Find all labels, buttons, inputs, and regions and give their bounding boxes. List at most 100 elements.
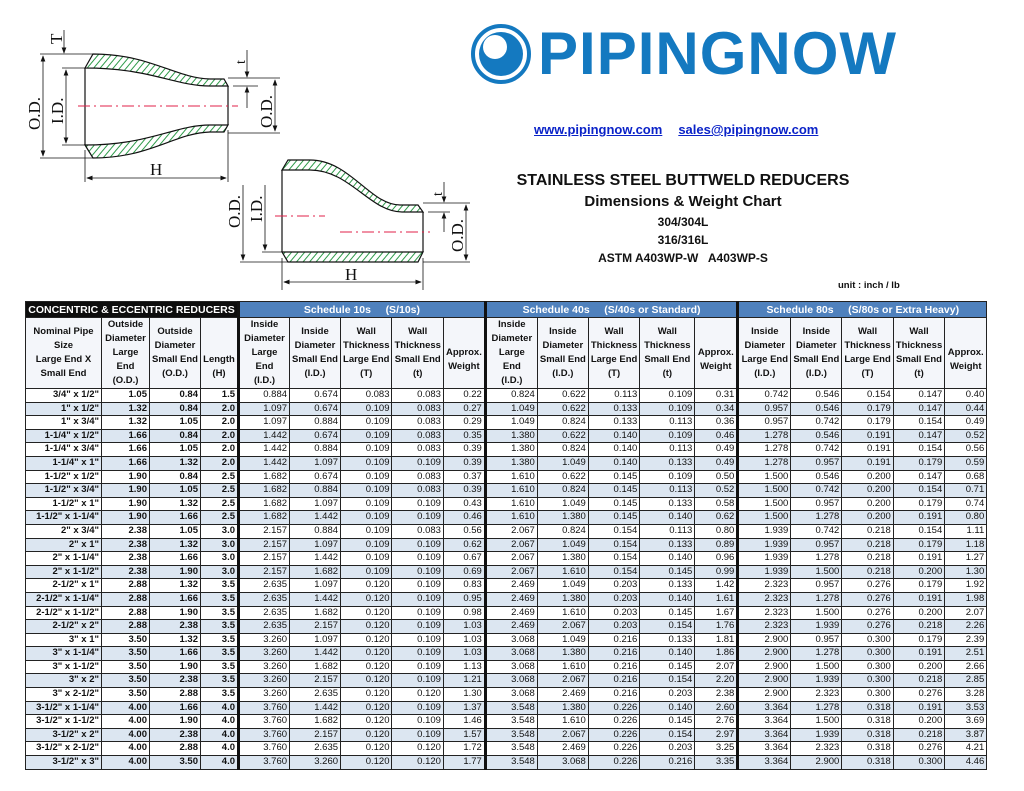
value-cell: 2.469 <box>536 741 589 757</box>
value-cell: 0.68 <box>944 469 988 485</box>
value-cell: 2.067 <box>536 619 589 634</box>
value-cell: 0.40 <box>944 388 988 403</box>
size-cell: 2-1/2" x 1" <box>25 578 102 593</box>
website-link[interactable]: www.pipingnow.com <box>534 122 663 137</box>
value-cell: 0.226 <box>587 714 641 729</box>
value-cell: 0.120 <box>340 591 393 607</box>
table-row: 3" x 2-1/2" 3.50 2.88 3.5 3.260 2.635 0.120 0.1… <box>25 687 988 702</box>
value-cell: 2.157 <box>237 564 291 580</box>
value-cell: 0.69 <box>442 564 486 580</box>
value-cell: 1.5 <box>199 388 240 403</box>
size-cell: 3-1/2" x 2" <box>25 727 102 743</box>
value-cell: 0.742 <box>790 442 843 457</box>
value-cell: 0.147 <box>892 428 946 444</box>
value-cell: 1.90 <box>101 496 150 512</box>
value-cell: 1.380 <box>536 551 589 566</box>
value-cell: 1.442 <box>289 591 342 607</box>
chart-titles: STAINLESS STEEL BUTTWELD REDUCERS Dimens… <box>490 170 876 267</box>
value-cell: 0.546 <box>790 469 843 485</box>
value-cell: 0.957 <box>790 496 843 512</box>
value-cell: 0.145 <box>587 496 641 512</box>
value-cell: 1.32 <box>101 401 150 417</box>
value-cell: 0.109 <box>639 388 696 403</box>
table-row: 3" x 1-1/4" 3.50 1.66 3.5 3.260 1.442 0.120 0.1… <box>25 646 988 661</box>
size-cell: 3-1/2" x 1-1/4" <box>25 700 102 716</box>
value-cell: 4.0 <box>199 700 240 716</box>
value-cell: 1.682 <box>289 605 342 621</box>
value-cell: 0.80 <box>944 510 988 525</box>
value-cell: 0.226 <box>587 741 641 757</box>
value-cell: 2.88 <box>149 741 201 757</box>
value-cell: 1.90 <box>149 714 201 729</box>
table-row: 3-1/2" x 1-1/4" 4.00 1.66 4.0 3.760 1.442 0.12… <box>25 700 988 716</box>
value-cell: 2.635 <box>289 741 342 757</box>
value-cell: 0.109 <box>340 551 393 566</box>
size-cell: 1-1/2" x 3/4" <box>25 483 102 498</box>
value-cell: 0.50 <box>694 469 739 485</box>
email-link[interactable]: sales@pipingnow.com <box>678 122 819 137</box>
value-cell: 0.84 <box>149 428 201 444</box>
value-cell: 2.067 <box>536 673 589 689</box>
value-cell: 0.276 <box>892 741 946 757</box>
table-row: 1-1/2" x 3/4" 1.90 1.05 2.5 1.682 0.884 0.109 0… <box>25 483 988 498</box>
value-cell: 1.11 <box>944 523 988 539</box>
value-cell: 1.097 <box>237 401 291 417</box>
value-cell: 1.097 <box>289 632 342 648</box>
value-cell: 1.380 <box>536 646 589 661</box>
table-row: 3" x 1-1/2" 3.50 1.90 3.5 3.260 1.682 0.120 0.1… <box>25 659 988 675</box>
value-cell: 3.5 <box>199 632 240 648</box>
value-cell: 0.109 <box>391 727 444 743</box>
table-row: 1-1/2" x 1/2" 1.90 0.84 2.5 1.682 0.674 0.109 0… <box>25 469 988 485</box>
value-cell: 0.109 <box>391 646 444 661</box>
value-cell: 1.682 <box>237 510 291 525</box>
value-cell: 0.133 <box>639 578 696 593</box>
value-cell: 0.109 <box>340 455 393 471</box>
value-cell: 0.276 <box>841 619 894 634</box>
label-wall-large: T <box>47 33 66 44</box>
value-cell: 2.900 <box>736 632 792 648</box>
value-cell: 0.120 <box>340 727 393 743</box>
value-cell: 2.07 <box>944 605 988 621</box>
value-cell: 0.109 <box>340 537 393 553</box>
value-cell: 1.32 <box>101 415 150 430</box>
value-cell: 3.068 <box>483 673 538 689</box>
size-cell: 3" x 2-1/2" <box>25 687 102 702</box>
value-cell: 1.66 <box>101 455 150 471</box>
column-header: Wall Thickness Small End (t) <box>892 317 946 389</box>
value-cell: 2.469 <box>483 591 538 607</box>
value-cell: 0.36 <box>694 415 739 430</box>
value-cell: 0.109 <box>391 455 444 471</box>
size-cell: 2" x 1-1/2" <box>25 564 102 580</box>
value-cell: 2.39 <box>944 632 988 648</box>
value-cell: 0.140 <box>639 510 696 525</box>
value-cell: 1.049 <box>536 537 589 553</box>
value-cell: 0.109 <box>391 659 444 675</box>
value-cell: 0.147 <box>892 388 946 403</box>
value-cell: 2.5 <box>199 496 240 512</box>
value-cell: 0.109 <box>391 537 444 553</box>
concentric-top-wall <box>83 53 230 87</box>
value-cell: 2.88 <box>101 578 150 593</box>
value-cell: 1.939 <box>736 537 792 553</box>
value-cell: 0.22 <box>442 388 486 403</box>
value-cell: 3.50 <box>101 673 150 689</box>
value-cell: 1.18 <box>944 537 988 553</box>
value-cell: 1.66 <box>149 646 201 661</box>
value-cell: 1.939 <box>736 523 792 539</box>
value-cell: 1.32 <box>149 537 201 553</box>
value-cell: 1.610 <box>536 605 589 621</box>
value-cell: 3.0 <box>199 551 240 566</box>
value-cell: 1.03 <box>442 632 486 648</box>
value-cell: 0.140 <box>639 551 696 566</box>
value-cell: 0.203 <box>587 605 641 621</box>
value-cell: 1.500 <box>790 659 843 675</box>
column-header: Wall Thickness Small End (t) <box>639 317 696 389</box>
table-row: 2-1/2" x 1" 2.88 1.32 3.5 2.635 1.097 0.120 0.1… <box>25 578 988 593</box>
value-cell: 2.157 <box>237 523 291 539</box>
value-cell: 3.5 <box>199 605 240 621</box>
value-cell: 0.140 <box>587 428 641 444</box>
value-cell: 2.0 <box>199 455 240 471</box>
value-cell: 0.957 <box>790 578 843 593</box>
value-cell: 0.80 <box>694 523 739 539</box>
value-cell: 0.179 <box>892 455 946 471</box>
